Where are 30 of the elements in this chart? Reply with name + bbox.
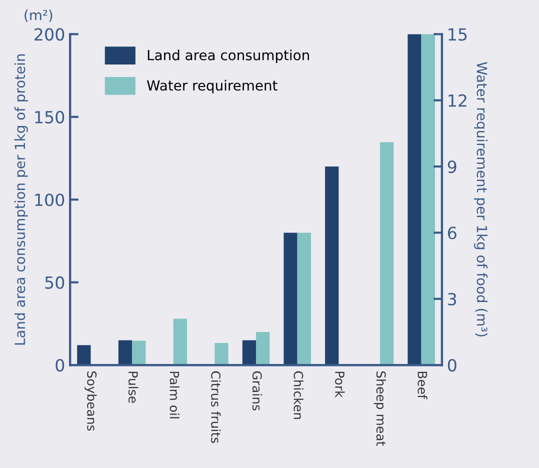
bar [325,166,339,366]
y-tick-label: 200 [34,28,64,41]
x-tick-label: Pulse [128,372,138,403]
y2-tick-label: 6 [448,226,456,240]
y2-tick-label: 12 [448,94,466,107]
y-tick-label: 100 [35,194,64,206]
x-tick-label: Pork [335,372,345,398]
y2-tick-label: 9 [448,160,456,174]
y-tick-label: 0 [56,359,64,372]
bar [77,345,91,366]
y2-tick-label: 3 [448,292,456,306]
y2-axis-title: Water requirement per 1kg of food (m³) [474,62,488,336]
x-tick-label: Citrus fruits [211,371,221,443]
y2-tick-label: 15 [448,28,467,41]
y2-tick-label: 0 [448,359,456,372]
x-tick-label: Beef [418,372,428,400]
bar [173,318,188,366]
y-axis-title: Land area consumption per 1kg of protein [14,54,28,345]
legend-label: Water requirement [147,80,278,94]
y-tick-label: 50 [45,276,64,289]
x-tick-label: Chicken [294,371,304,419]
x-tick-label: Palm oil [170,372,180,418]
bar [380,142,394,366]
text: (m²) [24,10,52,22]
x-tick-label: Soybeans [84,371,97,431]
x-tick-label: Grains [252,371,262,410]
y-tick-label: 150 [35,110,64,124]
x-tick-label: Sheep meat [374,371,386,446]
legend-label: Land area consumption [148,50,309,64]
bar [214,342,228,366]
